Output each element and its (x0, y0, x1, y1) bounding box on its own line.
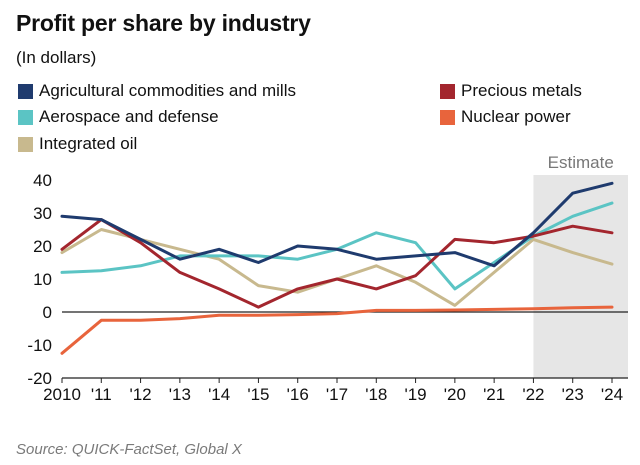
chart-title: Profit per share by industry (16, 10, 311, 36)
y-tick-label: -20 (27, 369, 52, 388)
x-tick-label: '23 (562, 385, 584, 404)
series-line-precious-metals (60, 218, 614, 309)
x-tick-label: 2010 (43, 385, 81, 404)
legend-label: Precious metals (461, 81, 582, 100)
legend-item-precious-metals: Precious metals (440, 81, 582, 101)
estimate-region (533, 175, 628, 378)
x-tick-label: '15 (247, 385, 269, 404)
legend-swatch (18, 109, 33, 125)
legend-swatch (440, 109, 455, 125)
x-tick-label: '17 (326, 385, 348, 404)
legend-swatch (18, 136, 33, 152)
legend-item-aerospace: Aerospace and defense (18, 107, 219, 127)
legend-label: Aerospace and defense (39, 107, 219, 126)
x-tick-label: '20 (444, 385, 466, 404)
x-tick-label: '19 (404, 385, 426, 404)
x-tick-label: '22 (522, 385, 544, 404)
x-tick-label: '12 (129, 385, 151, 404)
legend-item-agricultural: Agricultural commodities and mills (18, 81, 296, 101)
y-tick-label: 20 (33, 237, 52, 256)
legend-item-nuclear-power: Nuclear power (440, 107, 571, 127)
x-tick-label: '13 (169, 385, 191, 404)
chart-subtitle: (In dollars) (16, 48, 97, 67)
legend-swatch (440, 83, 455, 99)
x-tick-label: '18 (365, 385, 387, 404)
series-line-nuclear-power (60, 305, 614, 355)
source-note: Source: QUICK-FactSet, Global X (16, 441, 242, 458)
x-tick-label: '21 (483, 385, 505, 404)
x-tick-label: '14 (208, 385, 230, 404)
y-tick-label: 10 (33, 270, 52, 289)
legend-label: Integrated oil (39, 134, 138, 153)
legend-label: Nuclear power (461, 107, 571, 126)
x-tick-label: '16 (287, 385, 309, 404)
legend-label: Agricultural commodities and mills (39, 81, 296, 100)
legend-item-integrated-oil: Integrated oil (18, 134, 137, 154)
y-tick-label: 40 (33, 171, 52, 190)
series-line-agricultural-commodities-and-mills (60, 181, 614, 268)
y-tick-label: 0 (43, 303, 52, 322)
legend-swatch (18, 83, 33, 99)
estimate-label: Estimate (548, 153, 614, 172)
x-tick-label: '11 (91, 385, 112, 404)
x-tick-label: '24 (601, 385, 623, 404)
y-tick-label: 30 (33, 204, 52, 223)
y-tick-label: -10 (27, 336, 52, 355)
